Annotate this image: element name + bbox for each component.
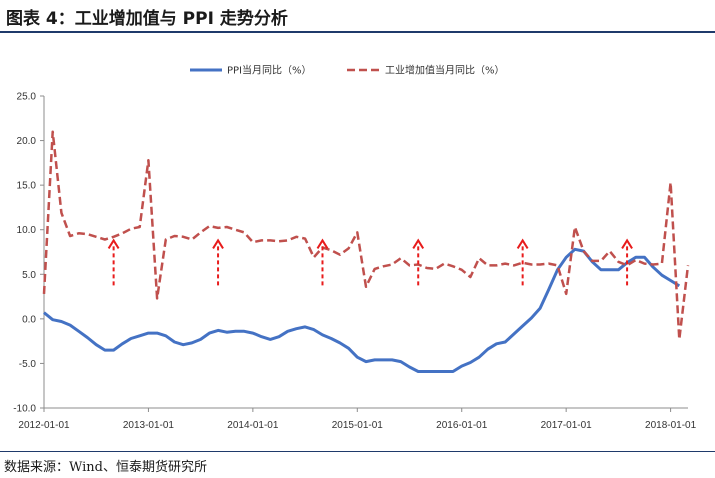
- legend-label-industrial: 工业增加值当月同比（%）: [385, 64, 505, 77]
- x-tick-label: 2012-01-01: [18, 420, 70, 431]
- chart-area: -10.0 -5.0 0.0 5.0 10.0 15.0 20.0 25.0 2012-01-0…: [0, 34, 715, 449]
- y-tick-label: 0.0: [22, 314, 36, 325]
- footer-divider: [0, 451, 715, 452]
- arrow-head: [316, 238, 329, 249]
- series-layer: [42, 130, 690, 373]
- y-tick-label: -5.0: [19, 359, 37, 370]
- legend: PPI当月同比（%） 工业增加值当月同比（%）: [190, 64, 505, 77]
- line-chart: -10.0 -5.0 0.0 5.0 10.0 15.0 20.0 25.0 2012-01-0…: [13, 64, 696, 432]
- arrow-head: [516, 238, 529, 249]
- x-tick-label: 2018-01-01: [645, 420, 697, 431]
- chart-title: 图表 4：工业增加值与 PPI 走势分析: [6, 9, 288, 29]
- annotation-arrow: [412, 238, 425, 286]
- title-divider: [0, 31, 715, 33]
- y-tick-label: -10.0: [13, 404, 36, 415]
- x-tick-label: 2016-01-01: [436, 420, 488, 431]
- y-tick-label: 15.0: [17, 181, 37, 192]
- axes-layer: -10.0 -5.0 0.0 5.0 10.0 15.0 20.0 25.0 2012-01-0…: [13, 92, 696, 432]
- title-bar: 图表 4：工业增加值与 PPI 走势分析: [0, 0, 715, 30]
- arrow-head: [621, 238, 633, 249]
- arrow-head: [212, 238, 224, 249]
- y-tick-label: 25.0: [17, 92, 37, 103]
- series-ppi-line: [43, 247, 681, 373]
- legend-label-ppi: PPI当月同比（%）: [227, 64, 312, 77]
- arrow-head: [107, 238, 120, 249]
- x-tick-label: 2017-01-01: [541, 420, 593, 431]
- x-tick-label: 2015-01-01: [332, 420, 384, 431]
- x-tick-label: 2013-01-01: [123, 420, 175, 431]
- arrow-head: [412, 238, 425, 249]
- y-tick-label: 10.0: [17, 225, 37, 236]
- y-tick-label: 5.0: [22, 270, 36, 281]
- series-industrial-line: [42, 130, 690, 341]
- annotation-arrow: [212, 238, 224, 286]
- annotation-arrow: [316, 238, 329, 286]
- x-tick-label: 2014-01-01: [227, 420, 279, 431]
- y-tick-label: 20.0: [17, 136, 37, 147]
- source-note: 数据来源：Wind、恒泰期货研究所: [4, 460, 207, 475]
- annotation-arrow: [107, 238, 120, 286]
